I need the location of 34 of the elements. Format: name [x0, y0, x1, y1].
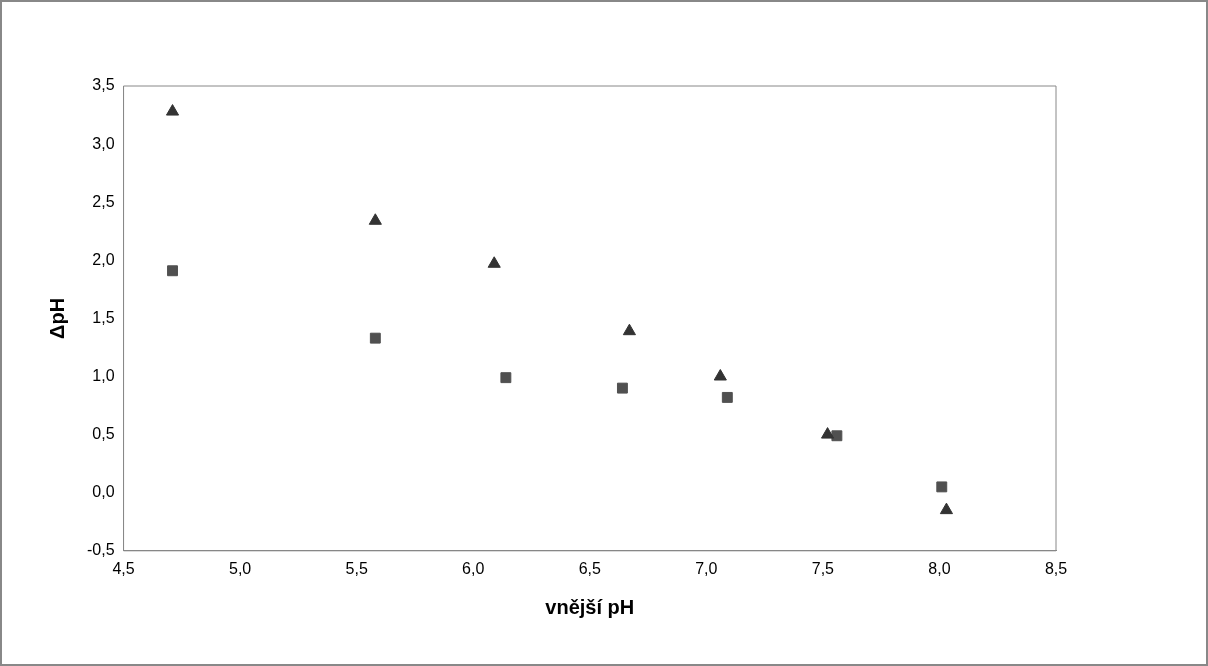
- point: [500, 372, 512, 384]
- y-tick-label: 1,5: [92, 308, 115, 326]
- x-tick-label: 4,5: [112, 559, 135, 577]
- point: [820, 427, 835, 439]
- y-tick-label: 0,0: [92, 483, 115, 501]
- x-tick-label: 8,5: [1044, 559, 1068, 577]
- x-tick-label: 6,5: [578, 559, 601, 577]
- point: [721, 391, 733, 403]
- y-tick-label: 1,0: [92, 366, 115, 384]
- point: [165, 104, 180, 116]
- y-tick-label: -0,5: [86, 541, 115, 559]
- point: [369, 332, 381, 344]
- y-axis-title: ΔpH: [45, 297, 68, 339]
- x-axis-title: vnější pH: [545, 595, 635, 618]
- point: [616, 382, 628, 394]
- point: [936, 481, 948, 493]
- x-tick-label: 5,0: [229, 559, 252, 577]
- point: [939, 502, 953, 515]
- x-tick-label: 5,5: [345, 559, 368, 577]
- x-tick-label: 8,0: [928, 559, 951, 577]
- x-tick-label: 7,0: [695, 559, 718, 577]
- point: [622, 323, 636, 336]
- point: [167, 265, 178, 277]
- y-tick-label: 2,0: [92, 250, 115, 268]
- y-tick-label: 3,5: [92, 76, 115, 94]
- point: [713, 369, 727, 381]
- x-tick-label: 6,0: [462, 559, 485, 577]
- y-tick-label: 3,0: [92, 134, 115, 152]
- point: [368, 213, 382, 225]
- y-tick-label: 0,5: [92, 425, 115, 443]
- point: [831, 430, 843, 442]
- y-tick-label: 2,5: [92, 192, 115, 210]
- point: [487, 256, 501, 268]
- x-tick-label: 7,5: [811, 559, 835, 577]
